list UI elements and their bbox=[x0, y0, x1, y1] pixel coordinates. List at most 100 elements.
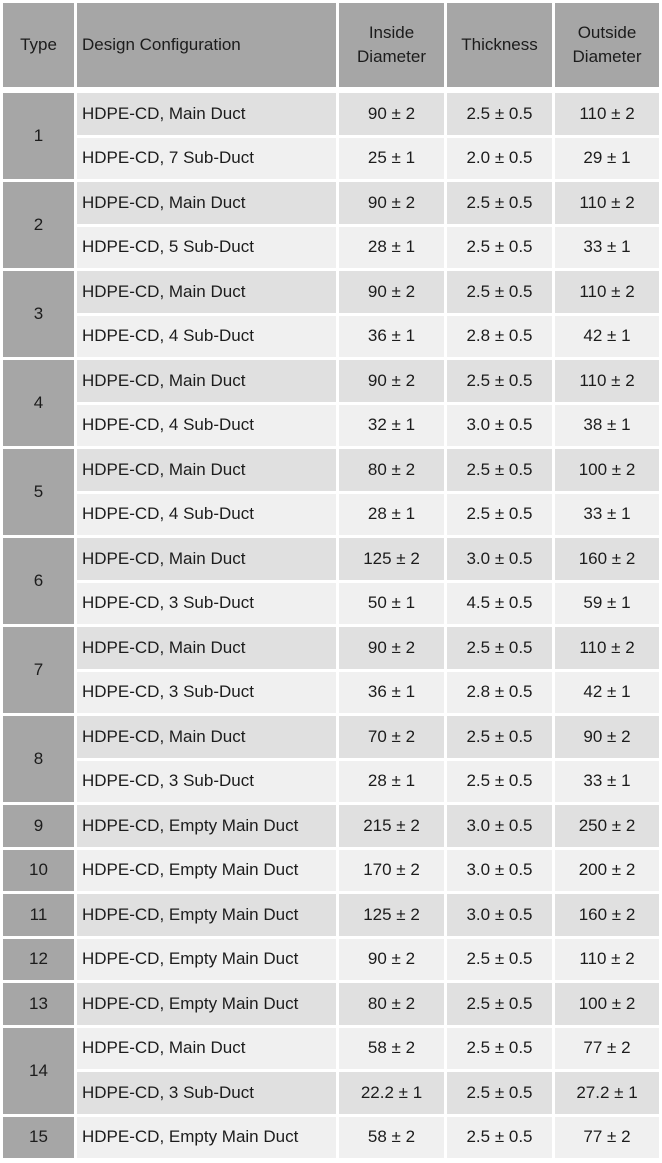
inside-diameter-cell: 125 ± 2 bbox=[339, 538, 444, 580]
thickness-cell: 2.5 ± 0.5 bbox=[447, 1072, 552, 1114]
table-row: 11 HDPE-CD, Empty Main Duct 125 ± 2 3.0 ± 0… bbox=[3, 894, 659, 936]
header-type: Type bbox=[3, 3, 74, 87]
design-configuration-cell: HDPE-CD, Main Duct bbox=[77, 716, 336, 758]
table-row: 8 HDPE-CD, Main Duct 70 ± 2 2.5 ± 0.5 90 ± 2 bbox=[3, 716, 659, 802]
design-configuration-cell: HDPE-CD, 3 Sub-Duct bbox=[77, 582, 336, 624]
design-configuration-cell: HDPE-CD, 3 Sub-Duct bbox=[77, 1072, 336, 1114]
thickness-cell: 3.0 ± 0.5 bbox=[447, 894, 552, 936]
thickness-cell: 2.5 ± 0.5 bbox=[447, 360, 552, 402]
table-row: 1 HDPE-CD, Main Duct 90 ± 2 2.5 ± 0.5 110 ± … bbox=[3, 93, 659, 179]
thickness-cell: 2.5 ± 0.5 bbox=[447, 271, 552, 313]
inside-diameter-cell: 80 ± 2 bbox=[339, 983, 444, 1025]
thickness-cell: 3.0 ± 0.5 bbox=[447, 538, 552, 580]
design-configuration-cell: HDPE-CD, Main Duct bbox=[77, 360, 336, 402]
inside-diameter-cell: 22.2 ± 1 bbox=[339, 1072, 444, 1114]
inside-diameter-cell: 25 ± 1 bbox=[339, 137, 444, 179]
inside-diameter-cell: 80 ± 2 bbox=[339, 449, 444, 491]
design-configuration-cell: HDPE-CD, Empty Main Duct bbox=[77, 805, 336, 847]
type-cell: 5 bbox=[3, 449, 74, 535]
design-configuration-cell: HDPE-CD, Main Duct bbox=[77, 93, 336, 135]
table-row: 13 HDPE-CD, Empty Main Duct 80 ± 2 2.5 ± 0.… bbox=[3, 983, 659, 1025]
inside-diameter-cell: 28 ± 1 bbox=[339, 760, 444, 802]
outside-diameter-cell: 38 ± 1 bbox=[555, 404, 659, 446]
type-cell: 2 bbox=[3, 182, 74, 268]
thickness-cell: 2.5 ± 0.5 bbox=[447, 493, 552, 535]
outside-diameter-cell: 90 ± 2 bbox=[555, 716, 659, 758]
outside-diameter-cell: 59 ± 1 bbox=[555, 582, 659, 624]
outside-diameter-cell: 33 ± 1 bbox=[555, 226, 659, 268]
type-cell: 1 bbox=[3, 93, 74, 179]
type-cell: 6 bbox=[3, 538, 74, 624]
header-row: Type Design Configuration Inside Diamete… bbox=[3, 3, 659, 87]
design-configuration-cell: HDPE-CD, 4 Sub-Duct bbox=[77, 404, 336, 446]
inside-diameter-cell: 215 ± 2 bbox=[339, 805, 444, 847]
design-configuration-cell: HDPE-CD, 3 Sub-Duct bbox=[77, 671, 336, 713]
design-configuration-cell: HDPE-CD, 3 Sub-Duct bbox=[77, 760, 336, 802]
table-body: 1 HDPE-CD, Main Duct 90 ± 2 2.5 ± 0.5 110 ± … bbox=[0, 90, 662, 1161]
table-row: 2 HDPE-CD, Main Duct 90 ± 2 2.5 ± 0.5 110 ± … bbox=[3, 182, 659, 268]
header-design-configuration: Design Configuration bbox=[77, 3, 336, 87]
inside-diameter-cell: 50 ± 1 bbox=[339, 582, 444, 624]
header-thickness: Thickness bbox=[447, 3, 552, 87]
thickness-cell: 2.5 ± 0.5 bbox=[447, 716, 552, 758]
type-cell: 12 bbox=[3, 938, 74, 980]
table-row: HDPE-CD, 3 Sub-Duct 28 ± 1 2.5 ± 0.5 33 ± 1 bbox=[3, 760, 659, 802]
type-cell: 7 bbox=[3, 627, 74, 713]
design-configuration-cell: HDPE-CD, Main Duct bbox=[77, 182, 336, 224]
thickness-cell: 3.0 ± 0.5 bbox=[447, 805, 552, 847]
inside-diameter-cell: 90 ± 2 bbox=[339, 360, 444, 402]
thickness-cell: 3.0 ± 0.5 bbox=[447, 849, 552, 891]
inside-diameter-cell: 90 ± 2 bbox=[339, 271, 444, 313]
thickness-cell: 2.5 ± 0.5 bbox=[447, 760, 552, 802]
design-configuration-cell: HDPE-CD, 4 Sub-Duct bbox=[77, 493, 336, 535]
outside-diameter-cell: 110 ± 2 bbox=[555, 627, 659, 669]
outside-diameter-cell: 77 ± 2 bbox=[555, 1027, 659, 1069]
table-header: Type Design Configuration Inside Diamete… bbox=[0, 0, 662, 90]
inside-diameter-cell: 125 ± 2 bbox=[339, 894, 444, 936]
inside-diameter-cell: 32 ± 1 bbox=[339, 404, 444, 446]
type-cell: 3 bbox=[3, 271, 74, 357]
thickness-cell: 2.5 ± 0.5 bbox=[447, 938, 552, 980]
outside-diameter-cell: 110 ± 2 bbox=[555, 271, 659, 313]
outside-diameter-cell: 160 ± 2 bbox=[555, 894, 659, 936]
thickness-cell: 2.5 ± 0.5 bbox=[447, 983, 552, 1025]
thickness-cell: 2.5 ± 0.5 bbox=[447, 182, 552, 224]
outside-diameter-cell: 77 ± 2 bbox=[555, 1116, 659, 1158]
outside-diameter-cell: 33 ± 1 bbox=[555, 493, 659, 535]
inside-diameter-cell: 90 ± 2 bbox=[339, 938, 444, 980]
thickness-cell: 2.0 ± 0.5 bbox=[447, 137, 552, 179]
design-configuration-cell: HDPE-CD, Empty Main Duct bbox=[77, 1116, 336, 1158]
thickness-cell: 3.0 ± 0.5 bbox=[447, 404, 552, 446]
type-cell: 8 bbox=[3, 716, 74, 802]
outside-diameter-cell: 110 ± 2 bbox=[555, 938, 659, 980]
outside-diameter-cell: 42 ± 1 bbox=[555, 315, 659, 357]
design-configuration-cell: HDPE-CD, 5 Sub-Duct bbox=[77, 226, 336, 268]
table-row: HDPE-CD, 3 Sub-Duct 22.2 ± 1 2.5 ± 0.5 27.2… bbox=[3, 1072, 659, 1114]
table-row: 7 HDPE-CD, Main Duct 90 ± 2 2.5 ± 0.5 110 ± … bbox=[3, 627, 659, 713]
header-outside-diameter-text: Outside Diameter bbox=[572, 23, 642, 66]
inside-diameter-cell: 36 ± 1 bbox=[339, 315, 444, 357]
thickness-cell: 2.8 ± 0.5 bbox=[447, 671, 552, 713]
table-row: 12 HDPE-CD, Empty Main Duct 90 ± 2 2.5 ± 0.… bbox=[3, 938, 659, 980]
inside-diameter-cell: 58 ± 2 bbox=[339, 1027, 444, 1069]
design-configuration-cell: HDPE-CD, 7 Sub-Duct bbox=[77, 137, 336, 179]
outside-diameter-cell: 29 ± 1 bbox=[555, 137, 659, 179]
table-row: 10 HDPE-CD, Empty Main Duct 170 ± 2 3.0 ± 0… bbox=[3, 849, 659, 891]
table-row: 5 HDPE-CD, Main Duct 80 ± 2 2.5 ± 0.5 100 ± … bbox=[3, 449, 659, 535]
type-cell: 15 bbox=[3, 1116, 74, 1158]
design-configuration-cell: HDPE-CD, Main Duct bbox=[77, 271, 336, 313]
thickness-cell: 2.5 ± 0.5 bbox=[447, 1116, 552, 1158]
inside-diameter-cell: 90 ± 2 bbox=[339, 627, 444, 669]
inside-diameter-cell: 28 ± 1 bbox=[339, 493, 444, 535]
table-row: 9 HDPE-CD, Empty Main Duct 215 ± 2 3.0 ± 0.… bbox=[3, 805, 659, 847]
design-configuration-cell: HDPE-CD, Empty Main Duct bbox=[77, 938, 336, 980]
design-configuration-cell: HDPE-CD, Empty Main Duct bbox=[77, 983, 336, 1025]
thickness-cell: 2.8 ± 0.5 bbox=[447, 315, 552, 357]
table-row: HDPE-CD, 7 Sub-Duct 25 ± 1 2.0 ± 0.5 29 ± 1 bbox=[3, 137, 659, 179]
inside-diameter-cell: 170 ± 2 bbox=[339, 849, 444, 891]
type-cell: 14 bbox=[3, 1027, 74, 1114]
type-cell: 9 bbox=[3, 805, 74, 847]
table-row: HDPE-CD, 4 Sub-Duct 28 ± 1 2.5 ± 0.5 33 ± 1 bbox=[3, 493, 659, 535]
thickness-cell: 2.5 ± 0.5 bbox=[447, 1027, 552, 1069]
header-inside-diameter: Inside Diameter bbox=[339, 3, 444, 87]
